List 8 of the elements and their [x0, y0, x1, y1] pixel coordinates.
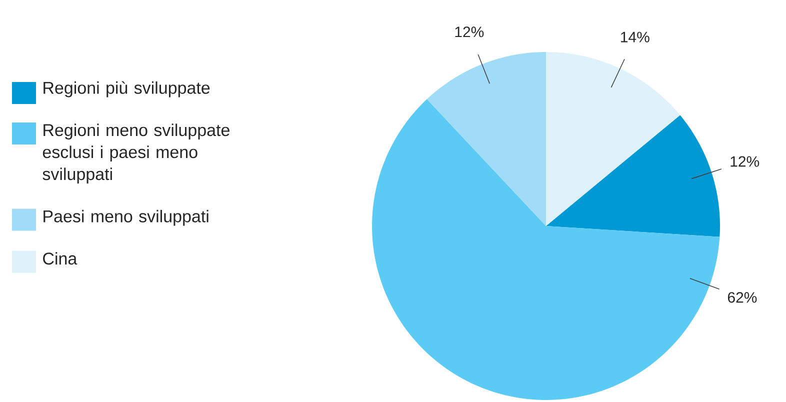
legend-label: Regioni meno sviluppate esclusi i paesi meno sviluppati	[42, 124, 230, 184]
legend-label: Regioni più sviluppate	[44, 81, 210, 98]
data-label: 14%	[621, 32, 650, 42]
legend-label: Cina	[43, 252, 78, 265]
legend-label: Paesi meno sviluppati	[44, 210, 208, 226]
data-label: 12%	[455, 26, 484, 38]
data-label: 62%	[728, 292, 757, 303]
data-label: 12%	[730, 156, 760, 167]
